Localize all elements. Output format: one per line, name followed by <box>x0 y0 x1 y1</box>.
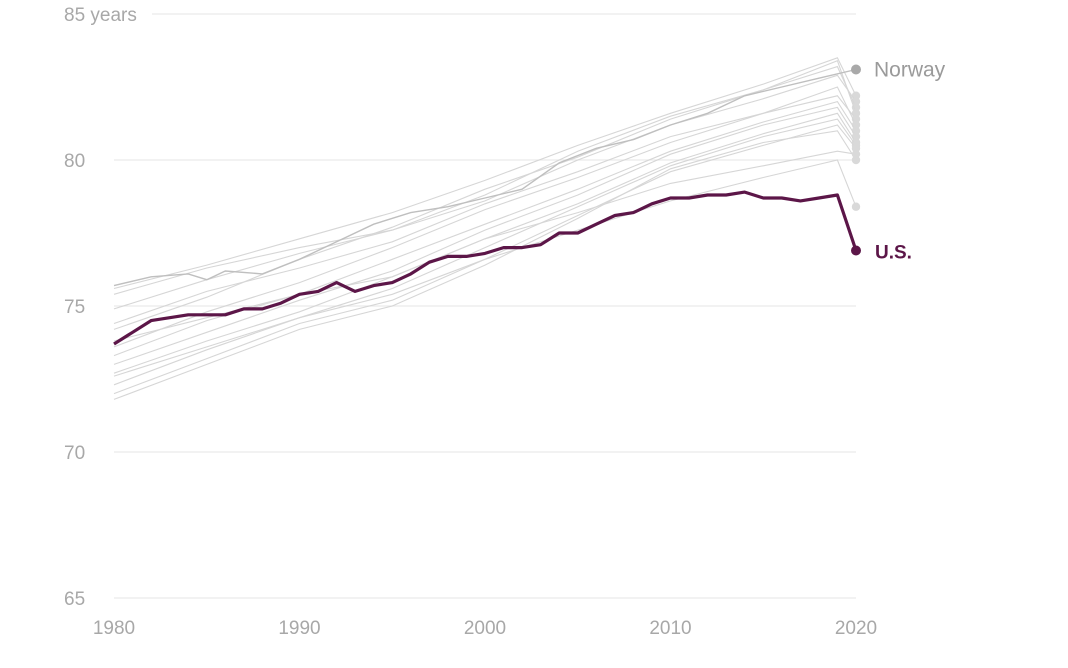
series-endpoint-us <box>851 245 861 256</box>
highlighted-lines <box>113 64 861 346</box>
y-tick-label: 80 <box>64 151 85 172</box>
series-label-us: U.S. <box>875 243 912 264</box>
series-line-other <box>113 59 857 330</box>
x-tick-label: 2010 <box>649 618 691 639</box>
series-line-other <box>113 95 857 325</box>
series-line-other <box>113 74 857 295</box>
x-tick-label: 1980 <box>93 618 135 639</box>
x-axis: 1980 1990 2000 2010 2020 <box>93 618 877 639</box>
series-line-other <box>113 106 857 365</box>
series-line-other <box>113 130 857 400</box>
series-line-other <box>113 65 857 310</box>
series-endpoint-other <box>851 149 861 159</box>
x-tick-label: 2000 <box>464 618 506 639</box>
x-tick-label: 2020 <box>835 618 877 639</box>
series-line-us <box>113 190 858 346</box>
series-endpoint-other <box>851 202 861 211</box>
series-endpoint-other <box>851 155 861 165</box>
series-line-other <box>113 118 857 386</box>
series-endpoint-other <box>851 109 861 118</box>
series-endpoint-norway <box>851 64 861 75</box>
series-line-other <box>113 124 857 395</box>
y-tick-label: 65 <box>64 589 85 610</box>
series-line-norway <box>113 68 857 287</box>
y-tick-label: 75 <box>64 297 85 318</box>
series-endpoint-other <box>851 103 861 112</box>
y-tick-label: 85 years <box>64 5 137 26</box>
series-label-norway: Norway <box>874 58 946 81</box>
x-tick-label: 1990 <box>278 618 320 639</box>
gridlines <box>114 13 856 599</box>
other-country-lines <box>113 57 861 400</box>
y-tick-label: 70 <box>64 443 85 464</box>
series-endpoint-other <box>851 144 861 153</box>
series-line-other <box>113 57 857 290</box>
series-line-other <box>113 150 857 342</box>
y-axis: 85 years 80 75 70 65 <box>64 5 137 610</box>
series-line-other <box>113 86 857 348</box>
series-line-other <box>113 112 857 374</box>
